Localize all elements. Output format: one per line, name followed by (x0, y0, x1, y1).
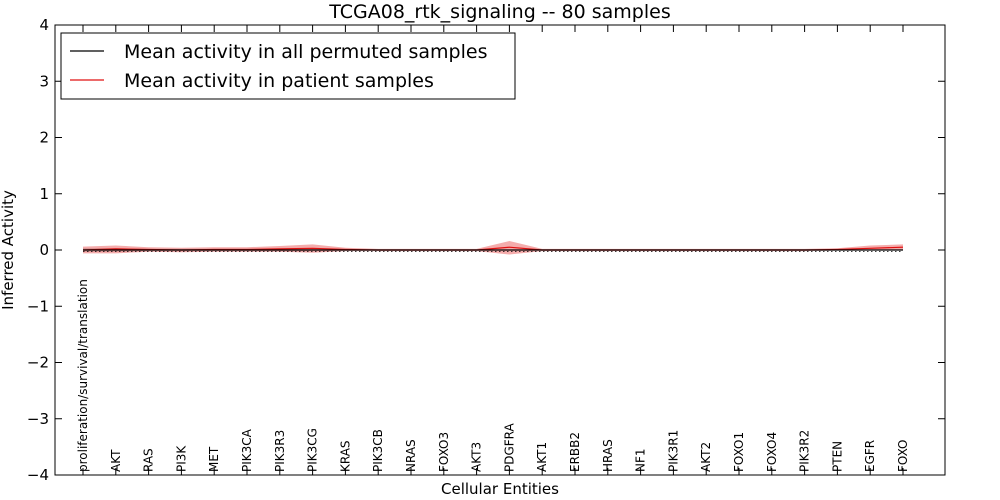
x-tick-label: ERBB2 (568, 432, 582, 472)
y-tick-label: −2 (27, 354, 49, 372)
x-tick-label: AKT (109, 449, 123, 472)
x-tick-label: EGFR (863, 440, 877, 472)
x-axis-label: Cellular Entities (441, 480, 559, 498)
x-tick-label: PIK3CG (306, 428, 320, 472)
legend: Mean activity in all permuted samples Me… (60, 32, 516, 100)
x-tick-label: proliferation/survival/translation (76, 279, 90, 472)
x-tick-label: FOXO4 (765, 432, 779, 472)
y-tick-label: −1 (27, 297, 49, 315)
legend-label-patient: Mean activity in patient samples (124, 70, 434, 92)
x-tick-label: FOXO3 (437, 432, 451, 472)
y-tick-label: 2 (39, 129, 49, 147)
x-tick-label: AKT1 (535, 442, 549, 472)
y-tick-label: 0 (39, 241, 49, 259)
x-tick-label: PTEN (830, 441, 844, 472)
series-lines (82, 246, 904, 252)
x-axis: proliferation/survival/translation AKT RAS… (76, 25, 910, 475)
x-tick-label: FOXO (896, 440, 910, 472)
x-tick-label: AKT3 (470, 442, 484, 472)
x-tick-label: PDGFRA (502, 422, 516, 472)
band-patient (83, 241, 903, 255)
x-tick-label: PI3K (174, 445, 188, 472)
y-tick-label: 1 (39, 185, 49, 203)
x-tick-label: PIK3R2 (798, 430, 812, 472)
confidence-bands (83, 241, 903, 255)
x-tick-label: PIK3R3 (273, 430, 287, 472)
y-tick-label: −4 (27, 466, 49, 484)
x-tick-label: PIK3CA (240, 428, 254, 472)
x-tick-label: HRAS (601, 439, 615, 472)
x-tick-label: MET (207, 446, 221, 472)
y-axis-label: Inferred Activity (0, 190, 17, 310)
y-tick-label: −3 (27, 410, 49, 428)
legend-label-permuted: Mean activity in all permuted samples (124, 41, 487, 63)
x-tick-label: AKT2 (699, 442, 713, 472)
x-tick-label: PIK3R1 (666, 430, 680, 472)
x-tick-label: PIK3CB (371, 429, 385, 472)
y-tick-label: 4 (39, 16, 49, 34)
legend-box (60, 32, 516, 100)
x-tick-label: RAS (142, 448, 156, 472)
x-tick-label: NRAS (404, 439, 418, 472)
y-tick-label: 3 (39, 72, 49, 90)
chart-title: TCGA08_rtk_signaling -- 80 samples (328, 1, 671, 23)
x-tick-label: KRAS (338, 440, 352, 472)
x-tick-label: NF1 (634, 448, 648, 472)
x-tick-label: FOXO1 (732, 432, 746, 472)
y-axis: 4 3 2 1 0 −1 −2 −3 −4 (27, 16, 945, 484)
